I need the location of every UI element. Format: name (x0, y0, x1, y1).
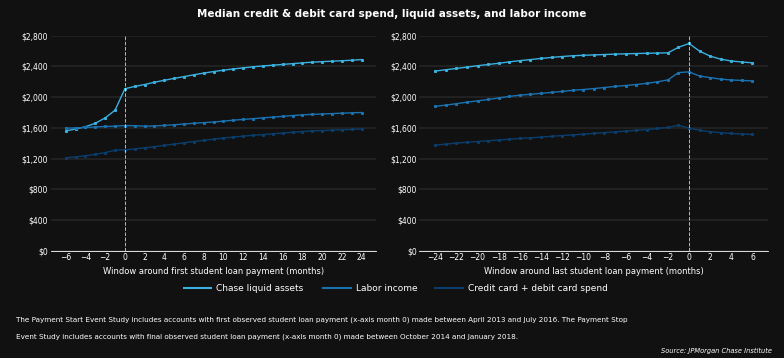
Text: Credit card + debit card spend: Credit card + debit card spend (468, 284, 608, 293)
Text: Chase liquid assets: Chase liquid assets (216, 284, 303, 293)
Text: Source: JPMorgan Chase Institute: Source: JPMorgan Chase Institute (661, 348, 772, 354)
Text: Median credit & debit card spend, liquid assets, and labor income: Median credit & debit card spend, liquid… (198, 9, 586, 19)
Text: Labor income: Labor income (356, 284, 418, 293)
X-axis label: Window around last student loan payment (months): Window around last student loan payment … (484, 267, 704, 276)
Text: Event Study includes accounts with final observed student loan payment (x-axis m: Event Study includes accounts with final… (16, 334, 517, 340)
X-axis label: Window around first student loan payment (months): Window around first student loan payment… (103, 267, 325, 276)
Text: The Payment Start Event Study includes accounts with first observed student loan: The Payment Start Event Study includes a… (16, 317, 627, 323)
